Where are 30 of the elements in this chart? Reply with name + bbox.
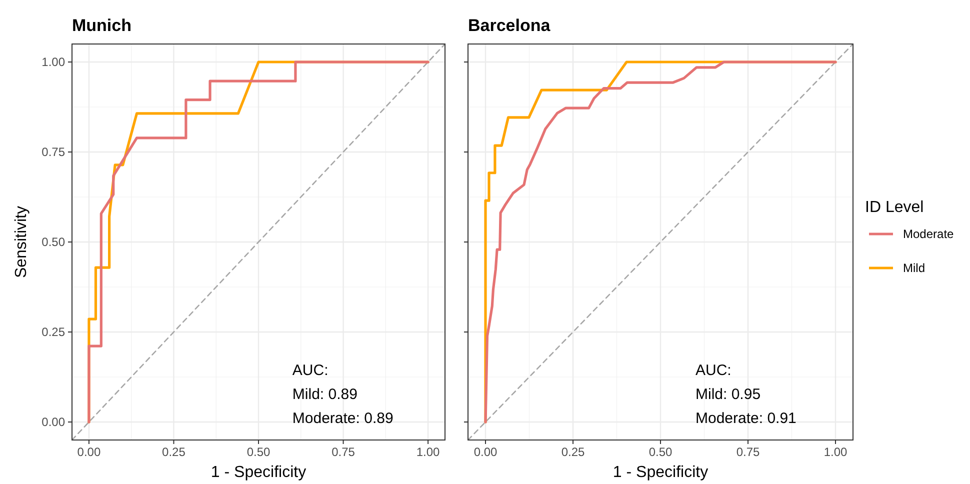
- x-tick-label: 0.00: [77, 445, 101, 459]
- y-tick-label: 0.25: [42, 325, 66, 339]
- annotation: AUC:: [292, 362, 328, 380]
- y-tick-label: 0.75: [42, 145, 66, 159]
- legend-label: Moderate: [903, 227, 954, 241]
- y-tick-label: 0.00: [42, 415, 66, 429]
- x-tick-label: 0.25: [162, 445, 186, 459]
- y-tick-label: 1.00: [42, 55, 66, 69]
- annotation: Mild: 0.89: [292, 386, 358, 404]
- line-series: [88, 60, 430, 424]
- annotation: Mild: 0.95: [696, 386, 761, 404]
- x-tick-label: 0.75: [736, 445, 760, 459]
- legend-label: Mild: [903, 261, 926, 275]
- x-tick-label: 1.00: [416, 445, 440, 459]
- x-tick-label: 1.00: [824, 445, 848, 459]
- x-axis-title: 1 - Specificity: [612, 464, 708, 481]
- x-tick-label: 0.50: [246, 445, 270, 459]
- x-tick-label: 0.75: [332, 445, 356, 459]
- annotation: Moderate: 0.91: [696, 410, 796, 428]
- x-axis-title: 1 - Specificity: [210, 464, 306, 481]
- y-axis-title: Sensitivity: [13, 206, 30, 278]
- legend-title: ID Level: [865, 199, 924, 216]
- x-tick-label: 0.25: [561, 445, 585, 459]
- x-tick-label: 0.50: [648, 445, 672, 459]
- y-tick-label: 0.50: [42, 235, 66, 249]
- annotation: AUC:: [696, 362, 732, 380]
- x-tick-label: 0.00: [474, 445, 498, 459]
- chart-title: Barcelona: [468, 16, 551, 35]
- chart-title: Munich: [72, 16, 132, 35]
- annotation: Moderate: 0.89: [292, 410, 394, 428]
